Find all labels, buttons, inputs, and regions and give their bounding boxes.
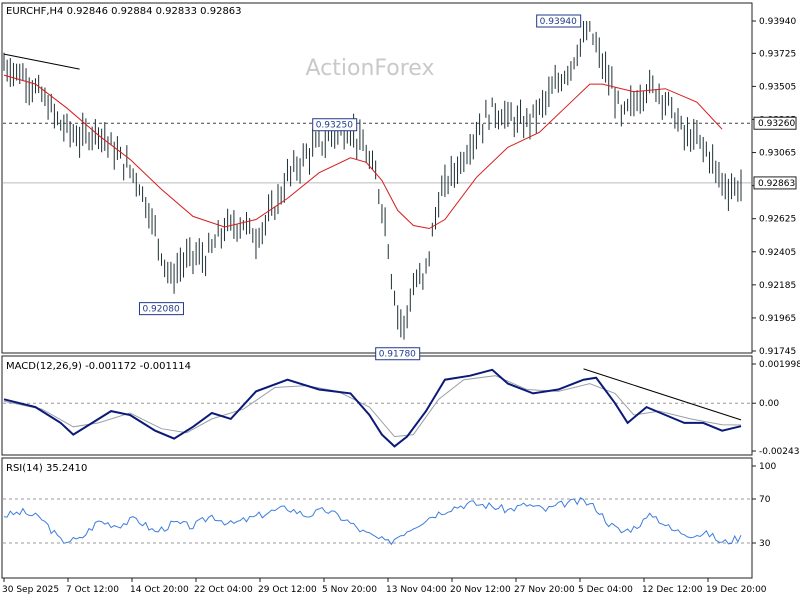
time-tick-label: 20 Nov 12:00 — [450, 585, 511, 595]
price-tick-label: 0.93505 — [759, 82, 796, 92]
time-tick-label: 30 Sep 2025 — [2, 585, 59, 595]
time-tick-label: 19 Dec 20:00 — [706, 585, 767, 595]
price-tick-label: 0.91965 — [759, 314, 796, 324]
price-panel — [1, 2, 753, 354]
macd-tick-label: 0.00 — [759, 399, 779, 409]
rsi-levels — [3, 498, 751, 544]
rsi-line — [3, 497, 742, 546]
rsi-tick-label: 70 — [759, 495, 771, 505]
time-tick-label: 22 Oct 04:00 — [194, 585, 253, 595]
macd-line — [3, 368, 742, 448]
time-tick-label: 5 Dec 04:00 — [578, 585, 633, 595]
price-annotation-box — [138, 302, 184, 316]
time-tick-label: 29 Oct 12:00 — [258, 585, 317, 595]
rsi-axis-ticks: 100 70 30 — [752, 462, 776, 549]
price-annotation-box — [536, 14, 582, 28]
price-trendline — [3, 53, 80, 70]
price-annotation-box — [375, 347, 421, 361]
price-tick-label: 0.92405 — [759, 248, 796, 258]
price-annotations: 0.93940 0.93250 0.92080 0.91780 — [138, 14, 582, 361]
time-tick-label: 12 Dec 12:00 — [642, 585, 703, 595]
time-tick-label: 7 Oct 12:00 — [66, 585, 119, 595]
rsi-panel — [1, 457, 753, 579]
price-annotation-label: 0.93940 — [540, 17, 577, 27]
price-tick-label: 0.92625 — [759, 215, 796, 225]
watermark: ActionForex — [306, 56, 435, 81]
price-annotation-box — [312, 118, 358, 132]
moving-average-line — [3, 74, 723, 230]
macd-signal-line — [3, 375, 742, 438]
price-tick-label: 0.91745 — [759, 347, 796, 357]
time-tick-label: 5 Nov 20:00 — [322, 585, 377, 595]
price-tick-label: 0.93940 — [759, 17, 796, 27]
macd-axis-ticks: 0.001998 0.00 -0.002434 — [752, 360, 800, 457]
price-bars — [3, 21, 742, 340]
price-annotation-label: 0.92080 — [142, 305, 179, 315]
price-tick-label: 0.92185 — [759, 281, 796, 291]
macd-tick-label: -0.002434 — [759, 447, 800, 457]
time-axis-ticks: 30 Sep 2025 7 Oct 12:00 14 Oct 20:00 22 Oct… — [2, 578, 767, 595]
rsi-tick-label: 30 — [759, 539, 771, 549]
price-level-box — [753, 116, 797, 130]
price-tick-label: 0.93725 — [759, 49, 796, 59]
macd-tick-label: 0.001998 — [759, 360, 800, 370]
price-level-label: 0.92863 — [758, 179, 795, 189]
macd-title: MACD(12,26,9) -0.001172 -0.001114 — [6, 361, 191, 372]
price-annotation-label: 0.93250 — [316, 121, 353, 131]
price-annotation-label: 0.91780 — [379, 350, 416, 360]
price-level-box — [753, 176, 797, 190]
time-tick-label: 13 Nov 04:00 — [386, 585, 447, 595]
time-tick-label: 27 Nov 20:00 — [514, 585, 575, 595]
rsi-tick-label: 100 — [759, 462, 776, 472]
price-levels: 0.93260 0.92863 — [3, 116, 797, 190]
macd-trendline — [583, 368, 742, 421]
price-level-label: 0.93260 — [758, 119, 795, 129]
rsi-title: RSI(14) 35.2410 — [6, 463, 87, 474]
price-tick-label: 0.93065 — [759, 149, 796, 159]
time-tick-label: 14 Oct 20:00 — [130, 585, 189, 595]
symbol-title: EURCHF,H4 0.92846 0.92884 0.92833 0.9286… — [6, 6, 242, 17]
